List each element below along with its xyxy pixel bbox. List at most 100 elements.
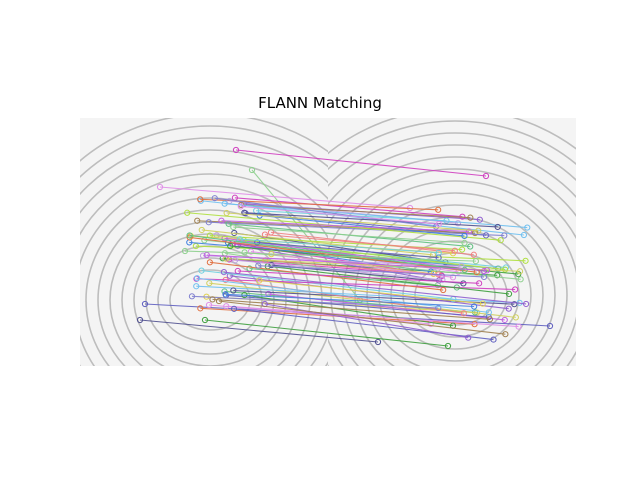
- match-line: [201, 270, 454, 300]
- keypoint-marker: [205, 219, 212, 226]
- keypoint-marker: [374, 338, 382, 346]
- keypoint-marker: [476, 216, 483, 223]
- match-line: [225, 293, 475, 308]
- match-line: [250, 251, 454, 278]
- keypoint-marker: [465, 334, 472, 341]
- match-line: [259, 214, 465, 237]
- keypoint-marker: [203, 251, 210, 259]
- keypoint-marker: [460, 280, 467, 287]
- keypoint-marker: [444, 342, 452, 350]
- keypoint-marker: [502, 331, 509, 338]
- match-line: [223, 271, 527, 305]
- match-line: [233, 226, 465, 244]
- keypoint-marker: [471, 303, 478, 310]
- keypoint-marker: [211, 195, 218, 202]
- keypoint-marker: [458, 246, 466, 253]
- keypoint-marker: [230, 223, 237, 231]
- keypoint-marker: [218, 217, 225, 224]
- keypoint-marker: [483, 267, 491, 274]
- keypoint-marker: [241, 209, 248, 216]
- keypoint-marker: [512, 314, 519, 321]
- match-line: [218, 300, 506, 335]
- match-line: [267, 265, 510, 295]
- keypoint-marker: [223, 209, 230, 217]
- keypoint-marker: [479, 300, 486, 307]
- keypoint-marker: [194, 217, 201, 224]
- keypoint-marker: [193, 275, 201, 282]
- keypoint-marker: [197, 305, 204, 312]
- keypoint-marker: [206, 259, 213, 266]
- match-line: [226, 305, 519, 328]
- keypoint-marker: [184, 209, 191, 216]
- keypoint-marker: [467, 214, 474, 221]
- figure-title: FLANN Matching: [258, 94, 382, 112]
- keypoint-marker: [467, 243, 474, 250]
- keypoint-marker: [435, 304, 442, 312]
- keypoint-marker: [454, 220, 462, 227]
- match-line: [264, 234, 455, 252]
- keypoint-marker: [181, 247, 189, 255]
- keypoint-marker: [215, 297, 223, 305]
- keypoint-marker: [517, 276, 524, 283]
- keypoint-marker: [505, 290, 513, 298]
- keypoint-marker: [136, 316, 144, 324]
- keypoint-marker: [427, 320, 434, 328]
- keypoint-marker: [193, 283, 200, 290]
- keypoint-marker: [221, 200, 228, 207]
- match-line: [244, 212, 498, 228]
- keypoint-marker: [512, 286, 519, 293]
- keypoint-marker: [156, 183, 164, 191]
- keypoint-marker: [201, 316, 209, 324]
- keypoint-marker: [501, 316, 508, 324]
- keypoint-marker: [231, 257, 239, 264]
- keypoint-marker: [515, 323, 522, 330]
- keypoint-marker: [186, 232, 193, 239]
- keypoint-marker: [461, 266, 468, 273]
- keypoint-marker: [470, 251, 477, 258]
- match-line: [212, 298, 490, 320]
- match-line: [209, 235, 463, 251]
- keypoint-marker: [524, 224, 531, 231]
- keypoint-marker: [501, 232, 508, 239]
- keypoint-marker: [256, 277, 263, 284]
- keypoint-marker: [460, 310, 467, 317]
- match-line: [206, 254, 487, 271]
- keypoint-marker: [451, 247, 458, 254]
- keypoint-marker: [461, 239, 468, 246]
- keypoint-marker: [186, 234, 193, 241]
- keypoint-marker: [472, 258, 479, 265]
- keypoint-marker: [141, 300, 149, 308]
- match-line: [196, 278, 516, 291]
- match-line: [191, 295, 439, 309]
- keypoint-marker: [497, 237, 504, 244]
- keypoint-marker: [435, 220, 442, 228]
- keypoint-marker: [198, 267, 205, 274]
- keypoint-marker: [516, 268, 524, 275]
- keypoint-marker: [268, 261, 275, 269]
- match-lines: [136, 146, 554, 350]
- match-line: [159, 186, 411, 209]
- keypoint-marker: [465, 228, 473, 235]
- keypoint-marker: [482, 172, 490, 180]
- match-line: [189, 234, 465, 271]
- keypoint-marker: [494, 272, 501, 279]
- keypoint-marker: [475, 227, 482, 234]
- match-line: [209, 282, 516, 318]
- keypoint-marker: [254, 239, 261, 246]
- match-line: [234, 197, 463, 218]
- keypoint-marker: [501, 266, 509, 273]
- keypoint-marker: [222, 291, 229, 298]
- keypoint-marker: [209, 296, 216, 303]
- match-line: [209, 261, 444, 291]
- keypoint-marker: [439, 276, 446, 284]
- match-line: [208, 221, 505, 237]
- keypoint-marker: [505, 305, 512, 312]
- keypoint-marker: [486, 316, 494, 323]
- match-line: [226, 212, 479, 232]
- match-line: [258, 265, 485, 278]
- keypoint-marker: [522, 300, 530, 308]
- match-line: [257, 241, 439, 259]
- keypoint-marker: [205, 301, 213, 309]
- match-line: [237, 270, 480, 284]
